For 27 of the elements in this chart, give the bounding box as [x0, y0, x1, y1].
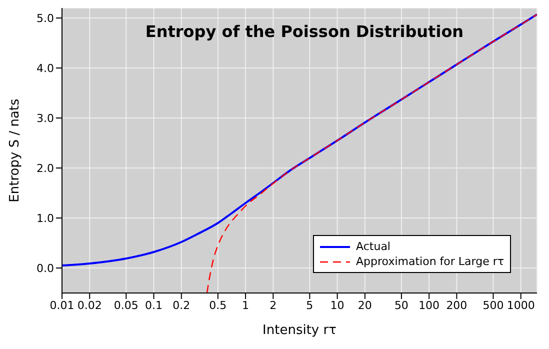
y-tick-label: 3.0	[36, 112, 54, 125]
text: Entropy of the Poisson Distribution	[144, 22, 465, 41]
x-tick-label: 0.05	[114, 298, 138, 312]
x-tick-label: 0.1	[145, 298, 163, 312]
y-tick-label: 2.0	[36, 162, 54, 175]
x-tick-label: 200	[446, 298, 468, 312]
x-tick-label: 100	[418, 298, 440, 312]
y-tick-label: 5.0	[36, 12, 54, 25]
y-tick-label: 0.0	[36, 262, 54, 275]
x-axis-title: Intensity rτ	[262, 323, 337, 338]
x-tick-label: 1	[242, 298, 250, 312]
x-tick-label: 0.2	[172, 298, 190, 312]
y-axis-title: Entropy S / nats	[8, 98, 23, 202]
x-tick-label: 0.01	[50, 298, 74, 312]
x-tick-label: 20	[358, 298, 372, 312]
x-tick-label: 0.5	[209, 298, 227, 312]
y-tick-label: 4.0	[36, 62, 54, 75]
y-tick-label: 1.0	[36, 212, 54, 225]
legend-label: Actual	[356, 239, 390, 254]
x-tick-label: 500	[482, 298, 504, 312]
x-tick-label: 2	[270, 298, 277, 312]
legend-label: Approximation for Large rτ	[356, 254, 504, 269]
x-tick-label: 1000	[506, 298, 535, 312]
x-tick-label: 10	[330, 298, 344, 312]
x-tick-label: 50	[394, 298, 408, 312]
x-tick-label: 0.02	[77, 298, 102, 312]
x-tick-label: 5	[306, 298, 314, 312]
